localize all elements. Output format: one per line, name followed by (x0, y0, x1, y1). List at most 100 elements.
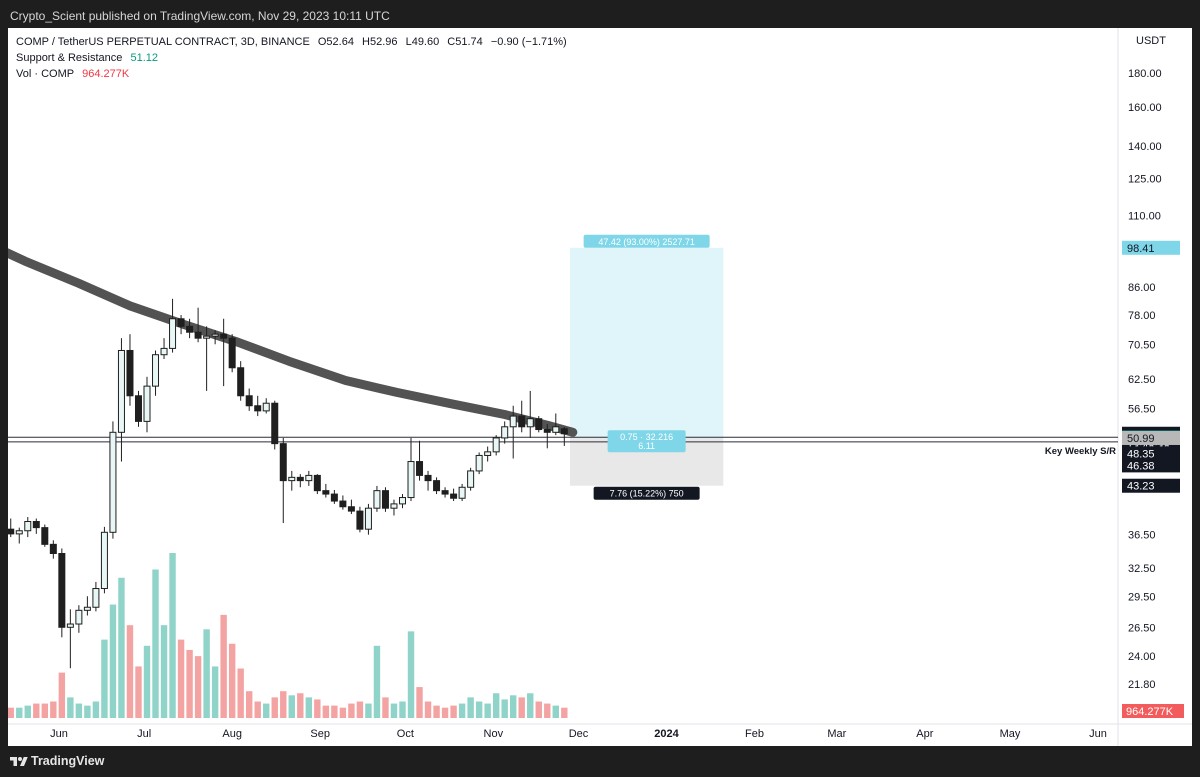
price-label: 98.41 (1127, 243, 1155, 255)
price-chart[interactable]: Key Weekly S/R 47.42 (93.00%) 2527.71 0.75… (8, 28, 1192, 746)
candle-body (194, 331, 202, 339)
chart-panel[interactable]: Key Weekly S/R 47.42 (93.00%) 2527.71 0.75… (8, 28, 1192, 746)
time-tick-label: Sep (310, 728, 330, 740)
stop-label-box (593, 486, 700, 500)
candle-body (262, 402, 270, 412)
candle-body (32, 521, 40, 529)
volume-bar (169, 553, 176, 718)
candle-body (492, 437, 500, 453)
candle-body (501, 426, 509, 439)
volume-bar (109, 604, 117, 718)
moving-average-line (8, 248, 578, 437)
volume-bar (552, 705, 559, 718)
ratio-label-box (607, 430, 686, 453)
candle-body (49, 543, 57, 555)
volume-bar (203, 629, 210, 718)
candle-body (177, 318, 185, 327)
volume-bar (33, 703, 40, 718)
target-label: 47.42 (93.00%) 2527.71 (598, 237, 695, 247)
candle-body (279, 443, 287, 482)
candle-body (509, 415, 517, 428)
price-label-box (1122, 458, 1180, 473)
price-tick-label: 70.50 (1128, 339, 1156, 351)
price-label-box (1122, 446, 1180, 461)
candle-body (143, 385, 151, 422)
candle-body (186, 325, 194, 333)
tradingview-logo-icon[interactable] (10, 755, 28, 769)
volume-bar (280, 691, 287, 718)
candle-body (66, 623, 74, 628)
ohlc-low: L49.60 (405, 36, 440, 48)
price-tick-label: 140.00 (1128, 141, 1162, 153)
candle-body (41, 527, 49, 545)
price-label: 43.23 (1127, 481, 1155, 493)
volume-bar (348, 703, 355, 718)
price-tick-label: 21.80 (1128, 679, 1156, 691)
price-tick-label: 125.00 (1128, 174, 1162, 186)
volume-bar (561, 707, 568, 718)
price-tick-label: 110.00 (1128, 211, 1161, 223)
volume-bar (458, 703, 466, 718)
ohlc-high: H52.96 (362, 36, 398, 48)
sr-line-label: Key Weekly S/R (1045, 446, 1116, 457)
volume-bar (16, 707, 23, 718)
volume-bar (126, 625, 134, 718)
symbol-title[interactable]: COMP / TetherUS PERPETUAL CONTRACT, 3D, … (16, 36, 310, 48)
price-label-box (1122, 478, 1180, 493)
stop-label: 7.76 (15.22%) 750 (610, 489, 684, 499)
price-tick-label: 180.00 (1128, 68, 1162, 80)
candle-body (296, 476, 304, 482)
time-tick-label: 2024 (654, 728, 679, 740)
volume-bar (365, 703, 372, 718)
ratio-label-top: 0.75 · 32.216 (620, 432, 673, 442)
published-header: Crypto_Scient published on TradingView.c… (0, 0, 1200, 28)
ratio-label-bottom: 6.11 (638, 441, 655, 451)
candle-body (58, 553, 66, 628)
candle-body (134, 395, 142, 422)
volume-bar (152, 569, 159, 718)
candle-body (424, 474, 432, 482)
volume-bar (450, 705, 457, 718)
candle-body (288, 476, 296, 482)
volume-bar (484, 703, 491, 718)
footer-brand[interactable]: TradingView (31, 754, 105, 768)
volume-label-box (1122, 704, 1184, 718)
candle-body (441, 490, 449, 495)
volume-bar (177, 639, 185, 718)
volume-bar (135, 666, 142, 718)
ohlc-change: −0.90 (−1.71%) (490, 36, 567, 48)
volume-bar (75, 703, 83, 718)
candle-body (433, 480, 441, 492)
volume-bar (84, 705, 91, 718)
published-text: Crypto_Scient published on TradingView.c… (10, 9, 390, 23)
volume-bar (416, 687, 423, 718)
indicator-name[interactable]: Support & Resistance (16, 52, 123, 64)
volume-bar (535, 701, 542, 718)
candle-body (458, 486, 466, 499)
candle-body (381, 490, 389, 509)
candle-body (254, 405, 262, 412)
volume-bar (41, 703, 49, 718)
volume-bar (211, 666, 219, 718)
volume-bar (271, 697, 278, 718)
volume-bar (322, 705, 330, 718)
symbol-row: COMP / TetherUS PERPETUAL CONTRACT, 3D, … (16, 34, 572, 50)
volume-name[interactable]: Vol · COMP (16, 68, 75, 80)
volume-bar (399, 701, 406, 718)
candle-body (305, 474, 313, 482)
candle-body (237, 367, 245, 397)
candle-body (100, 531, 108, 590)
volume-bar (527, 693, 534, 718)
candle-body (83, 606, 91, 611)
ohlc-close: C51.74 (447, 36, 483, 48)
candle-body (398, 497, 406, 505)
price-tick-label: 86.00 (1128, 282, 1156, 294)
volume-bar (297, 693, 304, 718)
candle-body (228, 337, 236, 369)
volume-bar (237, 668, 244, 718)
time-tick-label: Mar (827, 728, 846, 740)
price-tick-label: 36.50 (1128, 530, 1156, 542)
time-tick-label: Jul (137, 728, 151, 740)
volume-bar (263, 703, 270, 718)
volume-bar (407, 631, 415, 718)
